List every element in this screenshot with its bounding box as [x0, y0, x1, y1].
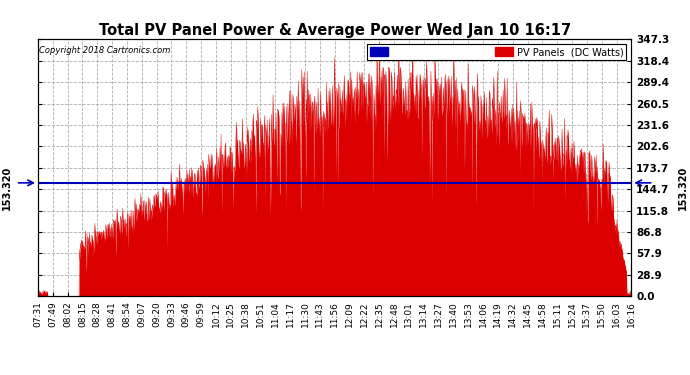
Text: 153.320: 153.320	[678, 165, 688, 210]
Text: 153.320: 153.320	[2, 165, 12, 210]
Legend: Average  (DC Watts), PV Panels  (DC Watts): Average (DC Watts), PV Panels (DC Watts)	[367, 44, 627, 60]
Text: Copyright 2018 Cartronics.com: Copyright 2018 Cartronics.com	[39, 46, 170, 55]
Title: Total PV Panel Power & Average Power Wed Jan 10 16:17: Total PV Panel Power & Average Power Wed…	[99, 23, 571, 38]
